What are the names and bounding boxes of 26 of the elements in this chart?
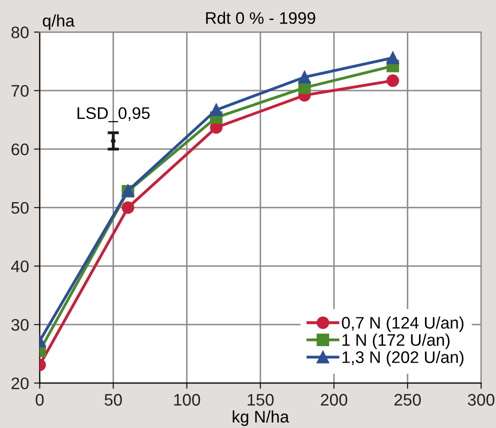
x-tick-label: 150	[248, 394, 274, 406]
y-tick-label: 40	[11, 260, 29, 272]
point	[386, 52, 400, 64]
point	[210, 104, 223, 116]
x-tick-label: 50	[104, 394, 122, 406]
y-tick-label: 80	[11, 26, 29, 38]
y-tick-label: 70	[12, 84, 29, 97]
chart-title: Rdt 0 % - 1999	[206, 12, 316, 24]
point	[386, 74, 400, 87]
x-tick-label: 100	[174, 394, 200, 406]
point	[298, 70, 311, 84]
legend-label: 1,3 N (202 U/an)	[342, 350, 464, 366]
y-tick-label: 20	[12, 377, 29, 390]
y-tick-label: 60	[12, 143, 29, 156]
point	[122, 201, 134, 214]
legend-label: 0,7 N (124 U/an)	[342, 316, 464, 332]
y-tick-label: 30	[11, 318, 29, 331]
y-tick-label: 50	[11, 202, 29, 214]
x-tick-label: 300	[468, 394, 494, 406]
x-tick-label: 0	[36, 394, 44, 406]
y-axis-title: q/ha	[42, 14, 75, 30]
x-tick-label: 200	[320, 394, 348, 406]
x-axis-title: kg N/ha	[232, 410, 290, 426]
x-tick-label: 250	[394, 394, 421, 406]
annotation: LSD_0,95	[78, 107, 150, 122]
legend-label: 1 N (172 U/an)	[342, 334, 450, 350]
